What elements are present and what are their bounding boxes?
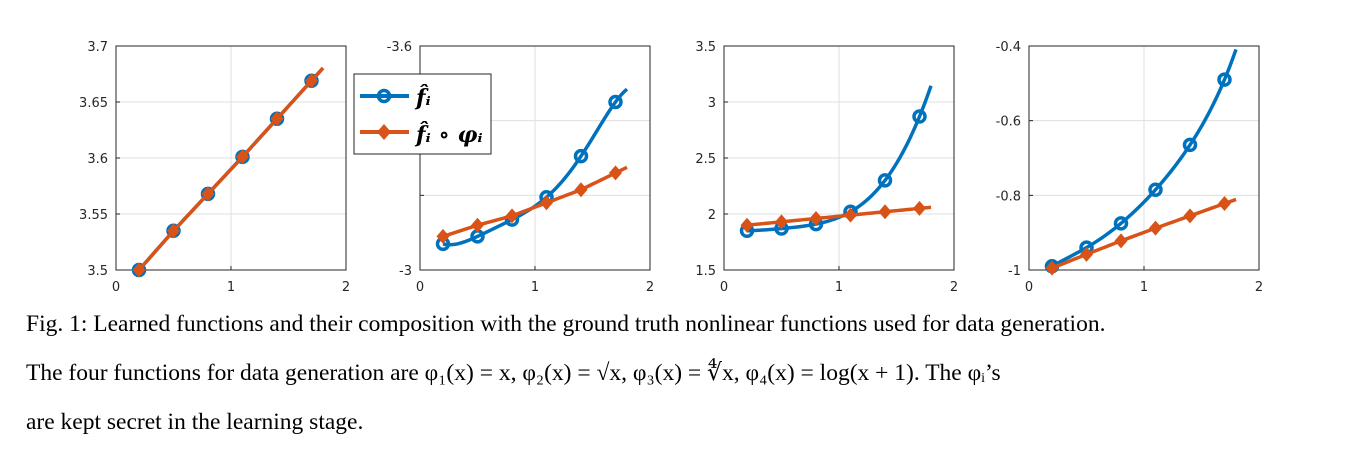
series-2-point bbox=[305, 73, 318, 89]
caption-line-1: Fig. 1: Learned functions and their comp… bbox=[26, 311, 1106, 337]
y-tick-label: 3.6 bbox=[87, 152, 108, 167]
y-tick-label: 2.5 bbox=[695, 152, 716, 167]
series-2-point bbox=[1080, 246, 1093, 262]
legend-marker-series-2 bbox=[377, 124, 391, 140]
y-tick-label: -3.6 bbox=[387, 40, 412, 55]
series-2-point bbox=[1114, 233, 1128, 249]
series-2-point bbox=[740, 217, 754, 233]
series-1-point bbox=[1148, 182, 1163, 197]
y-tick-label: -0.4 bbox=[996, 40, 1021, 55]
caption-line-2: The four functions for data generation a… bbox=[26, 360, 1001, 386]
series-1-point bbox=[912, 109, 927, 124]
figure-caption: Fig. 1: Learned functions and their comp… bbox=[26, 300, 1336, 447]
y-tick-label: 3.5 bbox=[87, 264, 108, 279]
legend-label-series-2: f̂ᵢ ∘ φᵢ bbox=[414, 122, 483, 148]
y-tick-label: 3 bbox=[708, 96, 716, 111]
panel-1: 0 1 2 3.5 3.55 3.6 3.65 3.7 bbox=[79, 40, 350, 295]
x-tick-label: 1 bbox=[227, 280, 235, 295]
series-1-point bbox=[573, 148, 589, 164]
x-tick-label: 1 bbox=[1140, 280, 1148, 295]
y-tick-label: -0.8 bbox=[996, 189, 1021, 204]
y-tick-label: 3.65 bbox=[79, 96, 108, 111]
caption-line-3: are kept secret in the learning stage. bbox=[26, 409, 364, 435]
series-1-point bbox=[1113, 216, 1129, 231]
y-tick-label: -1 bbox=[1008, 264, 1021, 279]
legend-box bbox=[353, 73, 492, 155]
series-2-point bbox=[574, 182, 588, 198]
series-1-point bbox=[1217, 72, 1232, 87]
x-tick-label: 1 bbox=[835, 280, 843, 295]
series-2-point bbox=[201, 186, 215, 202]
y-tick-label: -3 bbox=[399, 264, 412, 279]
legend: f̂ᵢ f̂ᵢ ∘ φᵢ bbox=[353, 73, 492, 155]
series-2-line bbox=[137, 66, 325, 272]
series-2-point bbox=[878, 204, 892, 220]
series-2-point bbox=[436, 228, 450, 244]
series-2-point bbox=[132, 262, 146, 278]
y-tick-label: -0.6 bbox=[996, 115, 1021, 130]
y-tick-label: 3.7 bbox=[87, 40, 108, 55]
y-tick-label: 1.5 bbox=[695, 264, 716, 279]
series-2-point bbox=[1149, 220, 1162, 236]
x-tick-label: 2 bbox=[950, 280, 958, 295]
legend-label-series-1: f̂ᵢ bbox=[414, 85, 431, 111]
x-tick-label: 0 bbox=[112, 280, 120, 295]
x-tick-label: 0 bbox=[720, 280, 728, 295]
series-1-point bbox=[608, 94, 623, 110]
x-tick-label: 1 bbox=[531, 280, 539, 295]
series-2-point bbox=[844, 207, 857, 223]
panel-4: 0 1 2 -1 -0.8 -0.6 -0.4 bbox=[996, 40, 1264, 295]
series-2-point bbox=[270, 111, 284, 127]
series-1-point bbox=[877, 173, 893, 188]
y-tick-label: 3.5 bbox=[695, 40, 716, 55]
panel-3: 0 1 2 1.5 2 2.5 3 3.5 bbox=[695, 40, 958, 295]
series-2-point bbox=[540, 195, 553, 211]
panel-2: 012-3-3.4-3.6 bbox=[387, 40, 655, 295]
x-tick-label: 0 bbox=[1025, 280, 1033, 295]
x-tick-label: 0 bbox=[416, 280, 424, 295]
series-2-point bbox=[471, 217, 484, 233]
x-tick-label: 2 bbox=[646, 280, 654, 295]
series-2-point bbox=[775, 214, 788, 230]
series-2-point bbox=[609, 165, 622, 181]
series-2-point bbox=[236, 149, 249, 165]
x-tick-label: 2 bbox=[342, 280, 350, 295]
y-tick-label: 2 bbox=[708, 208, 716, 223]
series-2-point bbox=[913, 200, 926, 216]
series-2-point bbox=[1218, 196, 1231, 212]
x-tick-label: 2 bbox=[1255, 280, 1263, 295]
series-2-point bbox=[809, 210, 823, 226]
y-tick-label: 3.55 bbox=[79, 208, 108, 223]
series-2-point bbox=[1045, 260, 1059, 276]
series-2-point bbox=[505, 208, 519, 224]
series-1-point bbox=[1182, 137, 1198, 153]
legend-marker-series-1 bbox=[376, 88, 392, 104]
series-2-point bbox=[1183, 208, 1197, 224]
series-2-point bbox=[167, 223, 180, 239]
